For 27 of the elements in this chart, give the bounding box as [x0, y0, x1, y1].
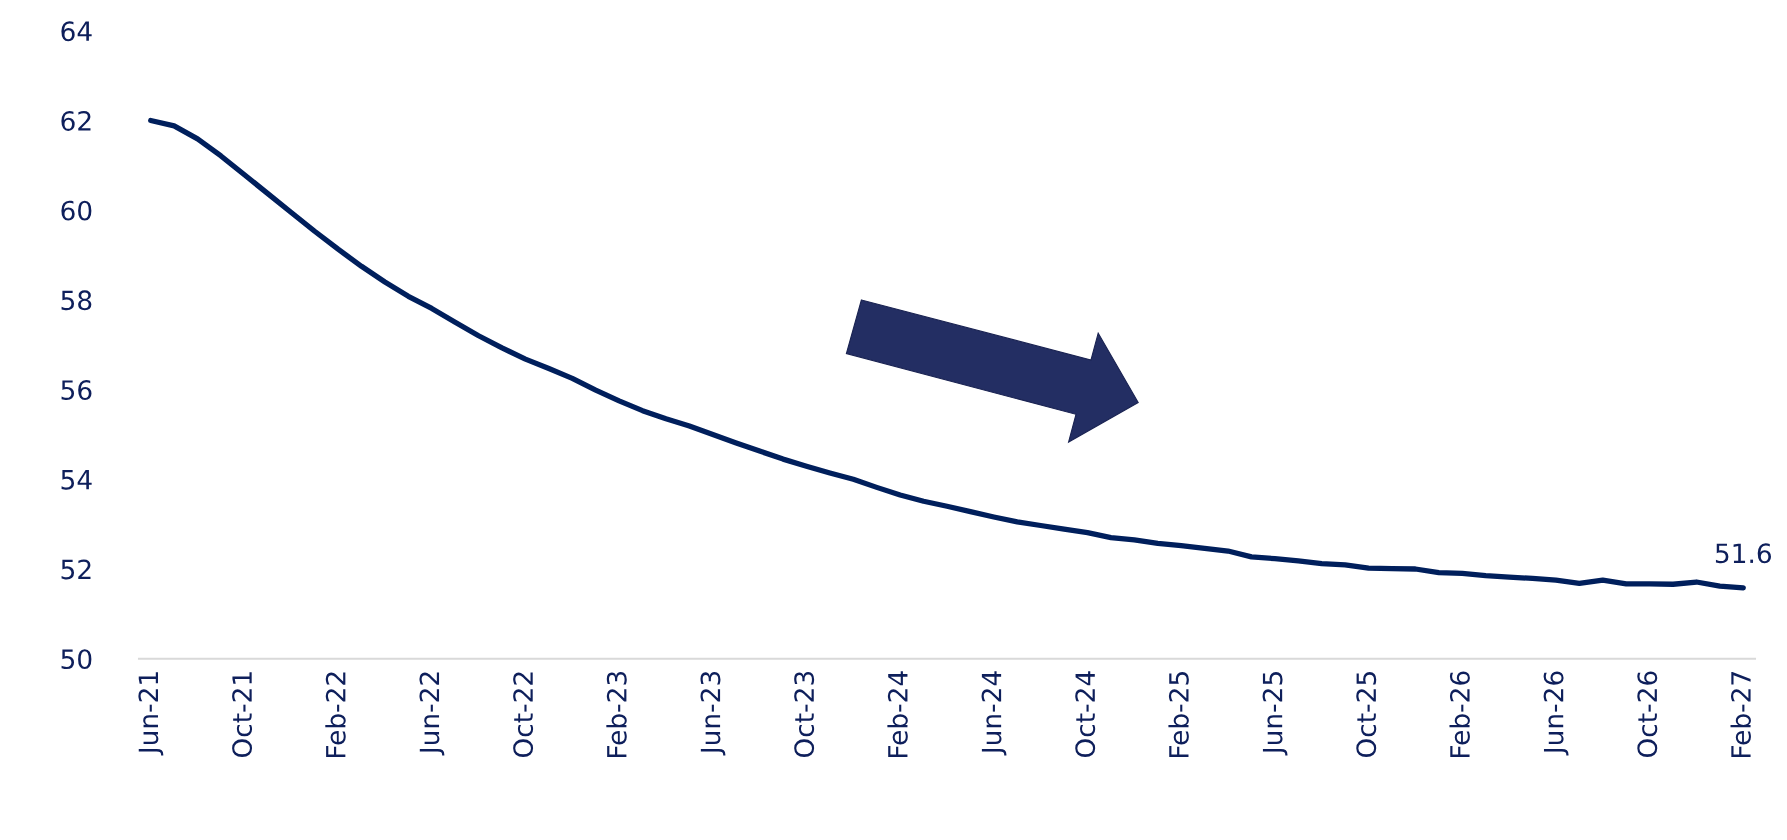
x-tick-label: Jun-26 — [1543, 671, 1569, 756]
y-tick-label: 54 — [61, 470, 92, 490]
y-tick-label: 58 — [61, 290, 92, 311]
y-tick-label: 52 — [61, 559, 91, 580]
x-tick-label: Jun-25 — [1262, 672, 1288, 756]
x-tick-label: Feb-27 — [1730, 672, 1751, 758]
y-tick-label: 56 — [61, 380, 92, 400]
y-tick-label: 50 — [61, 649, 92, 670]
x-tick-label: Jun-21 — [138, 672, 164, 756]
x-tick-label: Feb-23 — [606, 671, 627, 758]
x-tick-label: Feb-25 — [1168, 672, 1189, 758]
x-tick-label: Jun-23 — [700, 671, 726, 756]
y-tick-label: 64 — [61, 21, 92, 42]
y-tick-label: 60 — [61, 200, 92, 221]
x-tick-label: Oct-23 — [794, 671, 815, 758]
x-tick-label: Jun-24 — [981, 671, 1007, 756]
y-tick-label: 62 — [61, 110, 91, 131]
x-tick-label: Oct-26 — [1637, 671, 1658, 758]
x-tick-label: Feb-26 — [1449, 671, 1470, 758]
x-tick-label: Oct-25 — [1356, 672, 1377, 758]
x-tick-label: Jun-22 — [419, 672, 445, 756]
x-tick-label: Feb-24 — [887, 671, 908, 758]
x-tick-label: Oct-22 — [513, 672, 534, 758]
x-tick-label: Oct-24 — [1075, 671, 1096, 758]
x-tick-label: Feb-22 — [325, 672, 346, 758]
x-tick-label: Oct-21 — [232, 672, 253, 758]
data-label: 51.6 — [1715, 543, 1772, 564]
